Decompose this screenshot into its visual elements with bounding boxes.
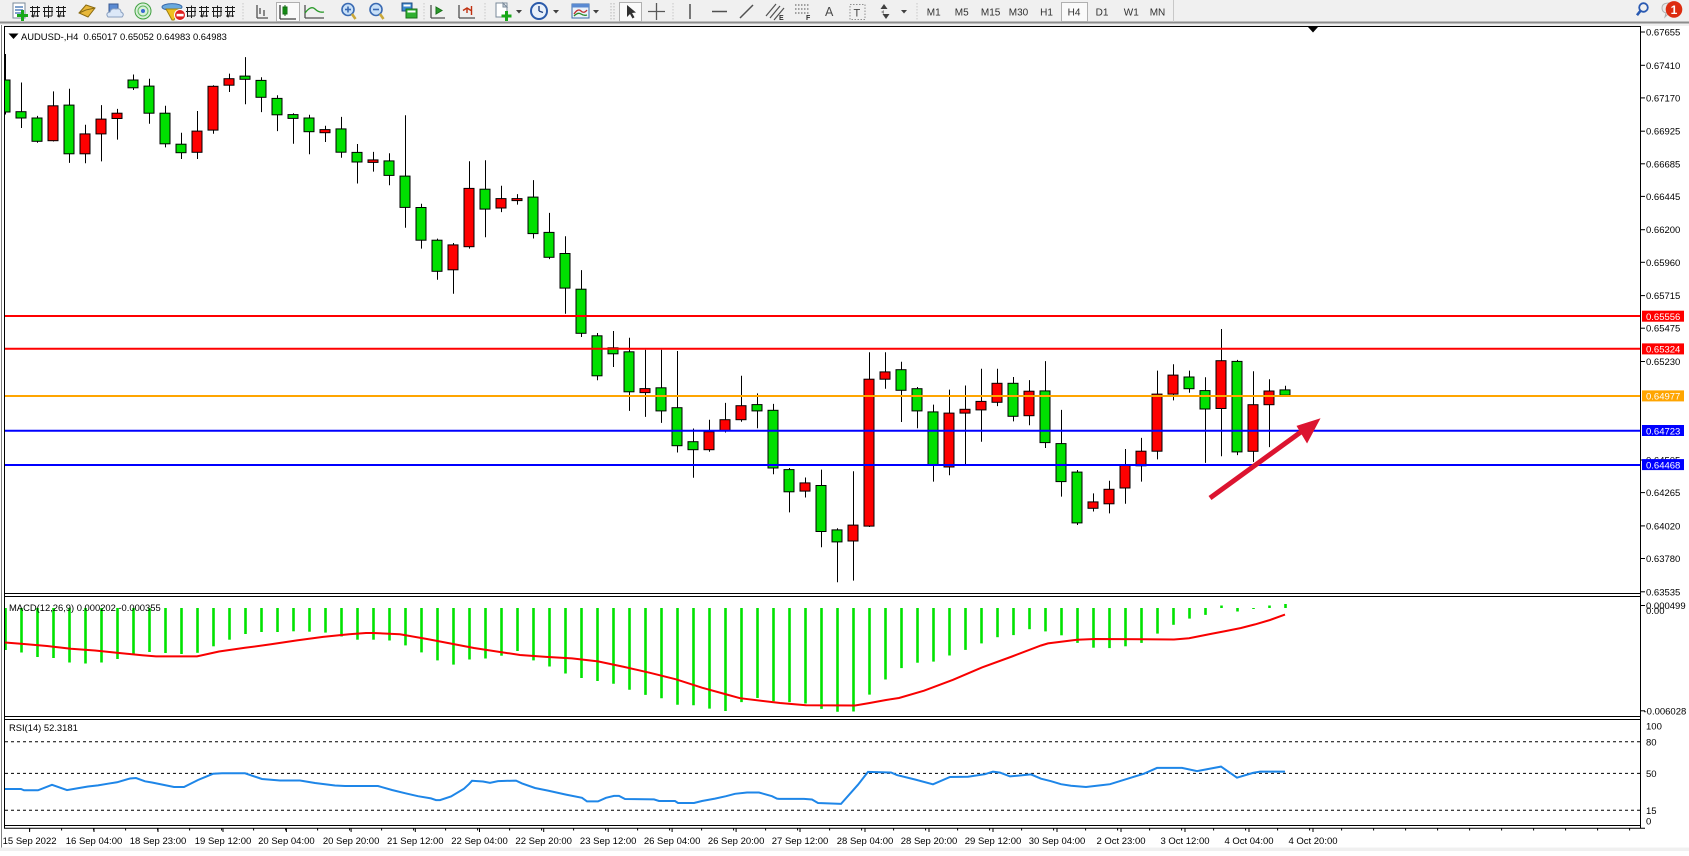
svg-text:0.00: 0.00 xyxy=(1646,606,1665,617)
svg-text:0.64468: 0.64468 xyxy=(1646,460,1680,471)
svg-text:0.67170: 0.67170 xyxy=(1646,93,1680,104)
svg-text:T: T xyxy=(854,8,861,20)
svg-text:15 Sep 2022: 15 Sep 2022 xyxy=(3,836,57,847)
svg-text:AUDUSD-,H4 0.65017 0.65052 0.: AUDUSD-,H4 0.65017 0.65052 0.64983 0.649… xyxy=(21,31,227,42)
svg-text:M30: M30 xyxy=(1009,8,1029,19)
svg-text:28 Sep 20:00: 28 Sep 20:00 xyxy=(901,836,958,847)
svg-text:80: 80 xyxy=(1646,737,1657,748)
svg-text:27 Sep 12:00: 27 Sep 12:00 xyxy=(772,836,829,847)
svg-text:22 Sep 20:00: 22 Sep 20:00 xyxy=(515,836,572,847)
svg-text:19 Sep 12:00: 19 Sep 12:00 xyxy=(195,836,252,847)
svg-text:2 Oct 23:00: 2 Oct 23:00 xyxy=(1096,836,1145,847)
svg-text:RSI(14) 52.3181: RSI(14) 52.3181 xyxy=(9,722,78,733)
svg-text:MACD(12,26,9) 0.000202 -0.0003: MACD(12,26,9) 0.000202 -0.000355 xyxy=(9,602,161,613)
svg-text:18 Sep 23:00: 18 Sep 23:00 xyxy=(130,836,187,847)
svg-text:29 Sep 12:00: 29 Sep 12:00 xyxy=(965,836,1022,847)
svg-text:50: 50 xyxy=(1646,769,1657,780)
svg-text:M1: M1 xyxy=(927,8,941,19)
svg-text:D1: D1 xyxy=(1096,8,1109,19)
svg-text:28 Sep 04:00: 28 Sep 04:00 xyxy=(837,836,894,847)
svg-text:20 Sep 20:00: 20 Sep 20:00 xyxy=(323,836,380,847)
svg-text:0.64723: 0.64723 xyxy=(1646,426,1680,437)
svg-text:0.63535: 0.63535 xyxy=(1646,587,1680,598)
svg-text:20 Sep 04:00: 20 Sep 04:00 xyxy=(258,836,315,847)
svg-text:0.65324: 0.65324 xyxy=(1646,345,1680,356)
svg-text:0.66925: 0.66925 xyxy=(1646,127,1680,138)
svg-text:0.67655: 0.67655 xyxy=(1646,28,1680,39)
svg-text:-0.006028: -0.006028 xyxy=(1644,706,1687,717)
svg-text:0.63780: 0.63780 xyxy=(1646,554,1680,565)
svg-text:4 Oct 20:00: 4 Oct 20:00 xyxy=(1288,836,1337,847)
svg-text:15: 15 xyxy=(1646,806,1657,817)
svg-text:F: F xyxy=(806,15,811,22)
svg-text:0: 0 xyxy=(1646,816,1651,827)
svg-text:E: E xyxy=(779,15,784,22)
svg-text:26 Sep 20:00: 26 Sep 20:00 xyxy=(708,836,765,847)
svg-text:0.65556: 0.65556 xyxy=(1646,312,1680,323)
svg-text:0.65960: 0.65960 xyxy=(1646,258,1680,269)
svg-text:21 Sep 12:00: 21 Sep 12:00 xyxy=(387,836,444,847)
svg-text:0.64020: 0.64020 xyxy=(1646,521,1680,532)
svg-text:H4: H4 xyxy=(1068,8,1081,19)
svg-text:MN: MN xyxy=(1150,8,1166,19)
svg-text:0.65230: 0.65230 xyxy=(1646,357,1680,368)
svg-text:0.66445: 0.66445 xyxy=(1646,192,1680,203)
svg-text:0.67410: 0.67410 xyxy=(1646,61,1680,72)
svg-text:A: A xyxy=(825,5,834,19)
svg-text:0.65475: 0.65475 xyxy=(1646,324,1680,335)
svg-text:0.64265: 0.64265 xyxy=(1646,488,1680,499)
svg-text:26 Sep 04:00: 26 Sep 04:00 xyxy=(644,836,701,847)
svg-text:4 Oct 04:00: 4 Oct 04:00 xyxy=(1224,836,1273,847)
svg-text:23 Sep 12:00: 23 Sep 12:00 xyxy=(580,836,637,847)
svg-text:100: 100 xyxy=(1646,722,1662,733)
svg-text:W1: W1 xyxy=(1124,8,1139,19)
svg-text:0.65715: 0.65715 xyxy=(1646,291,1680,302)
svg-text:M5: M5 xyxy=(955,8,969,19)
svg-text:30 Sep 04:00: 30 Sep 04:00 xyxy=(1029,836,1086,847)
svg-text:3 Oct 12:00: 3 Oct 12:00 xyxy=(1160,836,1209,847)
svg-text:16 Sep 04:00: 16 Sep 04:00 xyxy=(66,836,123,847)
svg-text:0.64977: 0.64977 xyxy=(1646,392,1680,403)
svg-text:0.66685: 0.66685 xyxy=(1646,159,1680,170)
svg-text:22 Sep 04:00: 22 Sep 04:00 xyxy=(451,836,508,847)
svg-text:M15: M15 xyxy=(981,8,1001,19)
svg-text:1: 1 xyxy=(1671,3,1678,17)
svg-text:H1: H1 xyxy=(1040,8,1053,19)
svg-text:0.66200: 0.66200 xyxy=(1646,225,1680,236)
svg-text:0.000499: 0.000499 xyxy=(1646,601,1686,612)
